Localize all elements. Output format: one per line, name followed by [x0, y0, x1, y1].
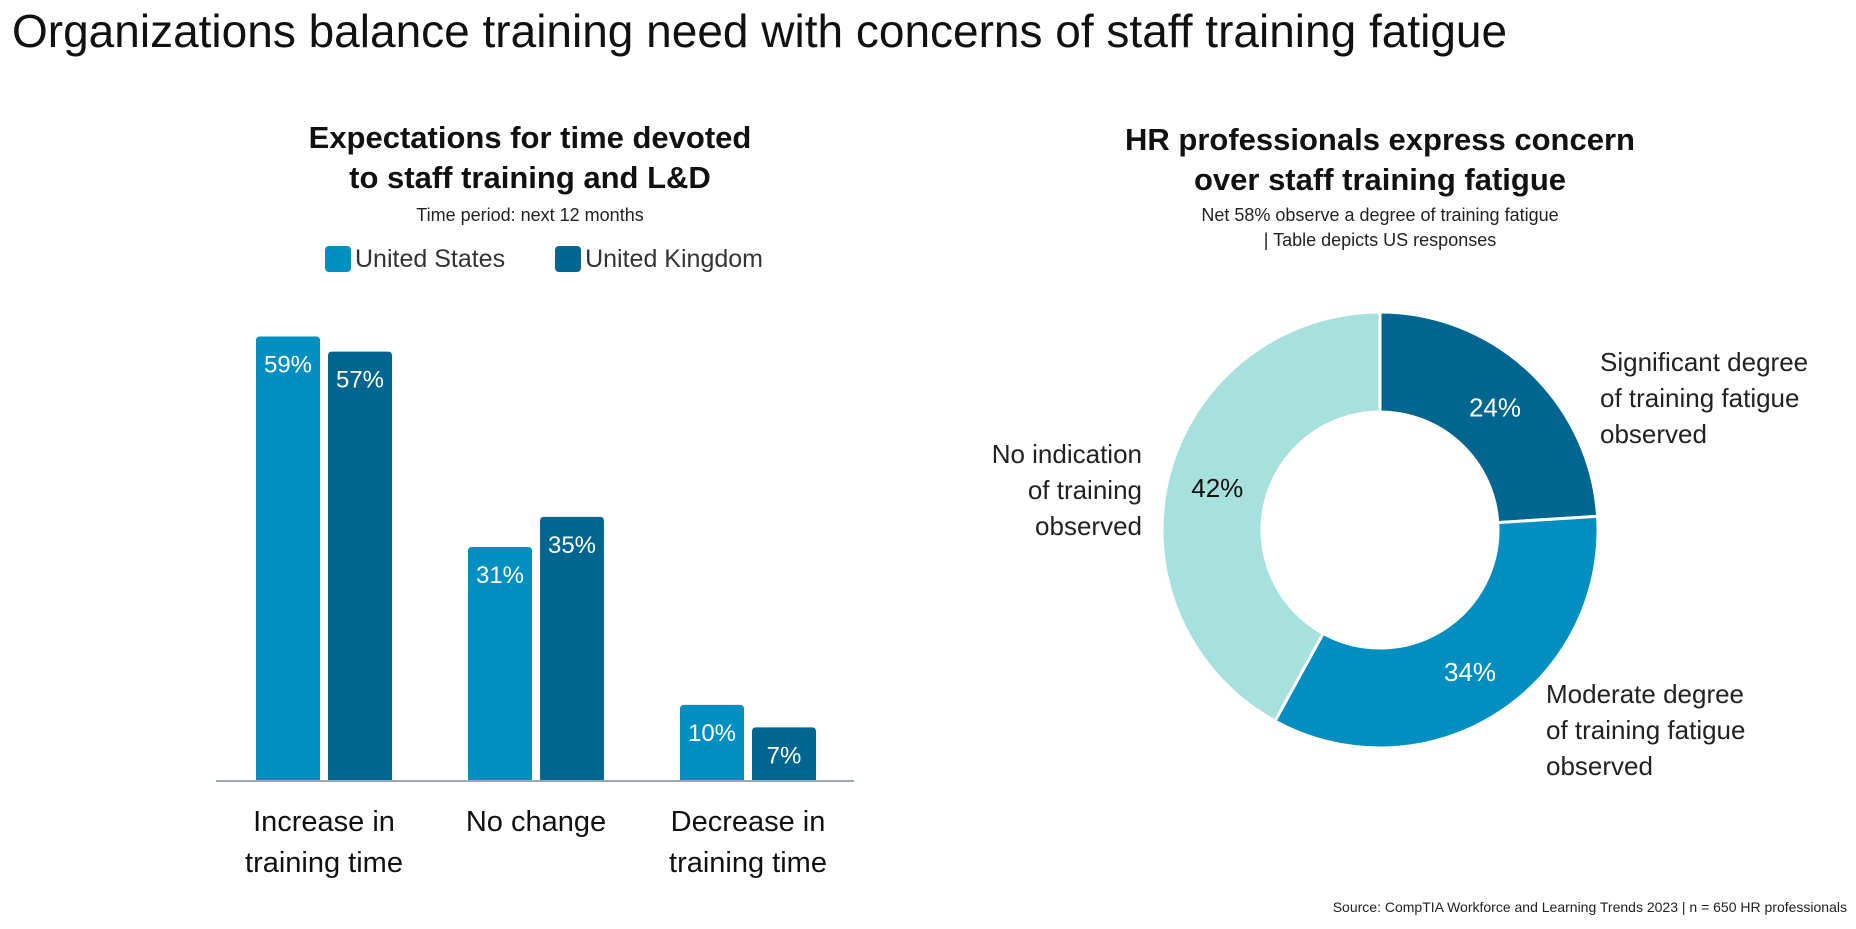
bar-chart-subtitle-text: Time period: next 12 months [416, 205, 644, 225]
donut-label-line: observed [1600, 419, 1707, 449]
bar-uk-1 [540, 516, 604, 780]
donut-label-line: Moderate degree [1546, 679, 1745, 709]
legend-item-us: United States [325, 245, 505, 274]
bar-value-label: 31% [476, 562, 524, 589]
donut-label-line: Significant degree [1600, 347, 1809, 377]
donut-value-label: 34% [1444, 657, 1496, 687]
donut-label-line: of training fatigue [1546, 715, 1746, 745]
donut-chart-subtitle-line: Net 58% observe a degree of training fat… [1201, 205, 1559, 225]
category-label: training time [669, 847, 827, 879]
category-label: training time [245, 847, 403, 879]
donut-value-label: 42% [1191, 473, 1243, 503]
donut-chart-title-line: over staff training fatigue [1193, 162, 1567, 197]
bar-value-label: 59% [264, 352, 312, 379]
donut-label-line: observed [1035, 511, 1142, 541]
source-note: Source: CompTIA Workforce and Learning T… [1332, 899, 1847, 915]
bar-chart-title-line: Expectations for time devoted [308, 120, 752, 155]
legend-swatch-uk [555, 246, 582, 272]
bar-chart-title-line: to staff training and L&D [349, 160, 711, 195]
bar-chart: 59% 57% Increase in training time 31% 35% No c… [216, 336, 854, 879]
donut-chart-subtitle: Net 58% observe a degree of training fat… [1130, 203, 1630, 253]
category-label: No change [466, 806, 606, 838]
donut-value-label: 24% [1469, 393, 1521, 423]
donut-chart-subtitle-line: | Table depicts US responses [1263, 230, 1497, 250]
category-label: Decrease in [671, 806, 826, 838]
donut-chart: 24% 34% 42% [1160, 310, 1600, 750]
donut-label-line: of training [1027, 475, 1142, 505]
donut-slice-2 [1160, 310, 1382, 724]
bar-chart-subtitle: Time period: next 12 months [330, 203, 730, 228]
bar-chart-legend: United States United Kingdom [325, 243, 813, 275]
donut-label-line: observed [1546, 751, 1653, 781]
legend-label-us: United States [355, 244, 506, 273]
bar-chart-title: Expectations for time devoted to staff t… [240, 118, 820, 198]
donut-label-line: of training fatigue [1600, 383, 1800, 413]
donut-chart-title-line: HR professionals express concern [1125, 122, 1635, 157]
donut-chart-title: HR professionals express concern over st… [1080, 120, 1680, 200]
donut-slice-0 [1378, 310, 1600, 525]
donut-label-line: No indication [991, 439, 1142, 469]
bar-uk-2 [752, 727, 816, 780]
bar-value-label: 57% [336, 367, 384, 394]
donut-label-no-indication: No indication of training observed [992, 436, 1142, 544]
bar-us-2 [680, 704, 744, 780]
page-title: Organizations balance training need with… [12, 5, 1508, 57]
bar-uk-0 [328, 351, 392, 780]
donut-label-moderate: Moderate degree of training fatigue obse… [1546, 676, 1745, 784]
bar-value-label: 10% [688, 720, 736, 747]
donut-label-significant: Significant degree of training fatigue o… [1600, 344, 1808, 452]
donut-slice-1 [1272, 514, 1600, 750]
category-label: Increase in [253, 806, 395, 838]
bar-us-0 [256, 336, 320, 780]
legend-item-uk: United Kingdom [555, 245, 763, 274]
bar-value-label: 7% [767, 742, 802, 769]
legend-swatch-us [325, 246, 351, 272]
legend-label-uk: United Kingdom [585, 244, 763, 273]
bar-us-1 [468, 547, 532, 780]
bar-value-label: 35% [548, 532, 596, 559]
